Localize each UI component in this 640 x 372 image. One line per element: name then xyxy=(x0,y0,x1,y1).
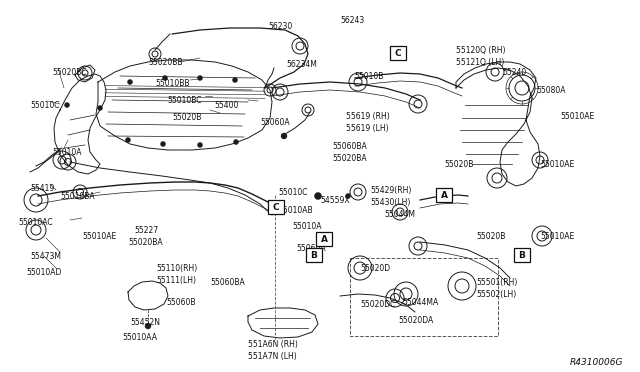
Text: 55010A: 55010A xyxy=(292,222,321,231)
Text: 56230: 56230 xyxy=(268,22,292,31)
Text: 55020D: 55020D xyxy=(360,264,390,273)
Text: 55110(RH): 55110(RH) xyxy=(156,264,197,273)
Text: 55020BC: 55020BC xyxy=(52,68,86,77)
Text: 55020B: 55020B xyxy=(444,160,474,169)
Text: 55010AB: 55010AB xyxy=(278,206,312,215)
Text: 55400: 55400 xyxy=(214,101,238,110)
Circle shape xyxy=(145,323,151,329)
Text: 55060BA: 55060BA xyxy=(210,278,244,287)
Text: 55060A: 55060A xyxy=(296,244,326,253)
Text: C: C xyxy=(273,202,279,212)
Text: 55020B: 55020B xyxy=(172,113,202,122)
Text: 55060A: 55060A xyxy=(260,118,290,127)
Text: 55240: 55240 xyxy=(502,68,526,77)
Circle shape xyxy=(232,77,237,83)
Text: 55010AA: 55010AA xyxy=(122,333,157,342)
Circle shape xyxy=(161,141,166,147)
Circle shape xyxy=(346,193,351,199)
Circle shape xyxy=(65,103,70,108)
Text: 551A6N (RH): 551A6N (RH) xyxy=(248,340,298,349)
Text: 55044MA: 55044MA xyxy=(402,298,438,307)
Text: R4310006G: R4310006G xyxy=(570,358,623,367)
Text: 55010AC: 55010AC xyxy=(18,218,52,227)
Text: 55010BC: 55010BC xyxy=(167,96,202,105)
Text: 55080A: 55080A xyxy=(536,86,566,95)
Text: 55010A: 55010A xyxy=(52,148,81,157)
Text: 55430(LH): 55430(LH) xyxy=(370,198,410,207)
Text: 55452N: 55452N xyxy=(130,318,160,327)
Text: B: B xyxy=(518,250,525,260)
Circle shape xyxy=(234,140,239,144)
Circle shape xyxy=(125,138,131,142)
Text: 55619 (RH): 55619 (RH) xyxy=(346,112,390,121)
Text: 55044M: 55044M xyxy=(384,210,415,219)
Text: 55010BB: 55010BB xyxy=(155,79,189,88)
Text: 56243: 56243 xyxy=(340,16,364,25)
Text: 55429(RH): 55429(RH) xyxy=(370,186,412,195)
Text: 54559X: 54559X xyxy=(320,196,349,205)
Text: 55120Q (RH): 55120Q (RH) xyxy=(456,46,506,55)
Text: 55111(LH): 55111(LH) xyxy=(156,276,196,285)
Text: 55010AD: 55010AD xyxy=(26,268,61,277)
Text: 55121Q (LH): 55121Q (LH) xyxy=(456,58,504,67)
Text: 55060BA: 55060BA xyxy=(332,142,367,151)
Text: 55010BA: 55010BA xyxy=(60,192,95,201)
Text: 55060B: 55060B xyxy=(166,298,195,307)
Text: 55473M: 55473M xyxy=(30,252,61,261)
Bar xyxy=(306,248,322,262)
Circle shape xyxy=(163,76,168,80)
Bar xyxy=(350,258,498,336)
Text: 55502(LH): 55502(LH) xyxy=(476,290,516,299)
Text: 55419: 55419 xyxy=(30,184,54,193)
Text: 56234M: 56234M xyxy=(286,60,317,69)
Text: 55020BA: 55020BA xyxy=(128,238,163,247)
Bar xyxy=(514,248,530,262)
Circle shape xyxy=(198,76,202,80)
Text: 55010AE: 55010AE xyxy=(540,160,574,169)
Text: A: A xyxy=(321,234,328,244)
Text: 55020B: 55020B xyxy=(476,232,506,241)
Text: 551A7N (LH): 551A7N (LH) xyxy=(248,352,297,361)
Text: B: B xyxy=(310,250,317,260)
Text: 55020BB: 55020BB xyxy=(148,58,182,67)
Text: 55227: 55227 xyxy=(134,226,158,235)
Bar xyxy=(316,232,332,246)
Text: 55010AE: 55010AE xyxy=(540,232,574,241)
Circle shape xyxy=(314,192,321,199)
Circle shape xyxy=(127,80,132,84)
Text: 55619 (LH): 55619 (LH) xyxy=(346,124,388,133)
Text: A: A xyxy=(440,190,447,199)
Text: 55010AE: 55010AE xyxy=(82,232,116,241)
Circle shape xyxy=(281,133,287,139)
Circle shape xyxy=(97,106,102,110)
Text: 55010C: 55010C xyxy=(30,101,60,110)
Text: 55010B: 55010B xyxy=(354,72,383,81)
Bar xyxy=(268,200,284,214)
Bar xyxy=(436,188,452,202)
Circle shape xyxy=(198,142,202,148)
Text: C: C xyxy=(395,48,401,58)
Bar xyxy=(390,46,406,60)
Text: 55020DC: 55020DC xyxy=(360,300,396,309)
Text: 55501(RH): 55501(RH) xyxy=(476,278,517,287)
Text: 55020DA: 55020DA xyxy=(398,316,433,325)
Text: 55010C: 55010C xyxy=(278,188,307,197)
Text: 55020BA: 55020BA xyxy=(332,154,367,163)
Text: 55010AE: 55010AE xyxy=(560,112,595,121)
